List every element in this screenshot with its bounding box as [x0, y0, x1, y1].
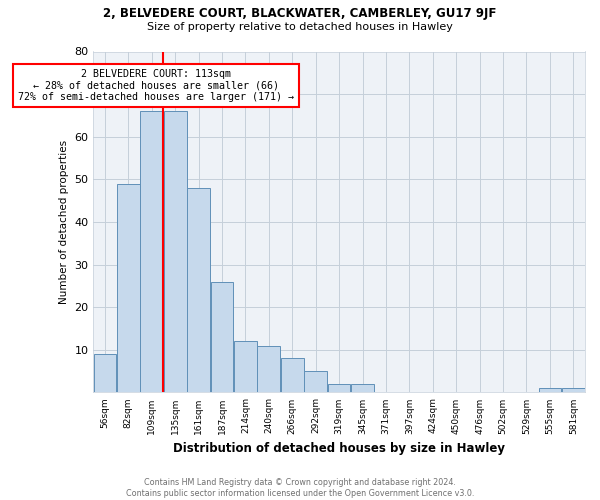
Bar: [281, 358, 304, 392]
Bar: [539, 388, 561, 392]
Bar: [94, 354, 116, 393]
Y-axis label: Number of detached properties: Number of detached properties: [59, 140, 68, 304]
Bar: [164, 111, 187, 392]
Text: Size of property relative to detached houses in Hawley: Size of property relative to detached ho…: [147, 22, 453, 32]
Bar: [351, 384, 374, 392]
X-axis label: Distribution of detached houses by size in Hawley: Distribution of detached houses by size …: [173, 442, 505, 455]
Bar: [211, 282, 233, 393]
Text: 2 BELVEDERE COURT: 113sqm
← 28% of detached houses are smaller (66)
72% of semi-: 2 BELVEDERE COURT: 113sqm ← 28% of detac…: [19, 68, 295, 102]
Bar: [187, 188, 210, 392]
Bar: [117, 184, 140, 392]
Bar: [257, 346, 280, 393]
Bar: [234, 342, 257, 392]
Bar: [328, 384, 350, 392]
Bar: [140, 111, 163, 392]
Text: 2, BELVEDERE COURT, BLACKWATER, CAMBERLEY, GU17 9JF: 2, BELVEDERE COURT, BLACKWATER, CAMBERLE…: [103, 8, 497, 20]
Bar: [562, 388, 584, 392]
Text: Contains HM Land Registry data © Crown copyright and database right 2024.
Contai: Contains HM Land Registry data © Crown c…: [126, 478, 474, 498]
Bar: [304, 371, 327, 392]
